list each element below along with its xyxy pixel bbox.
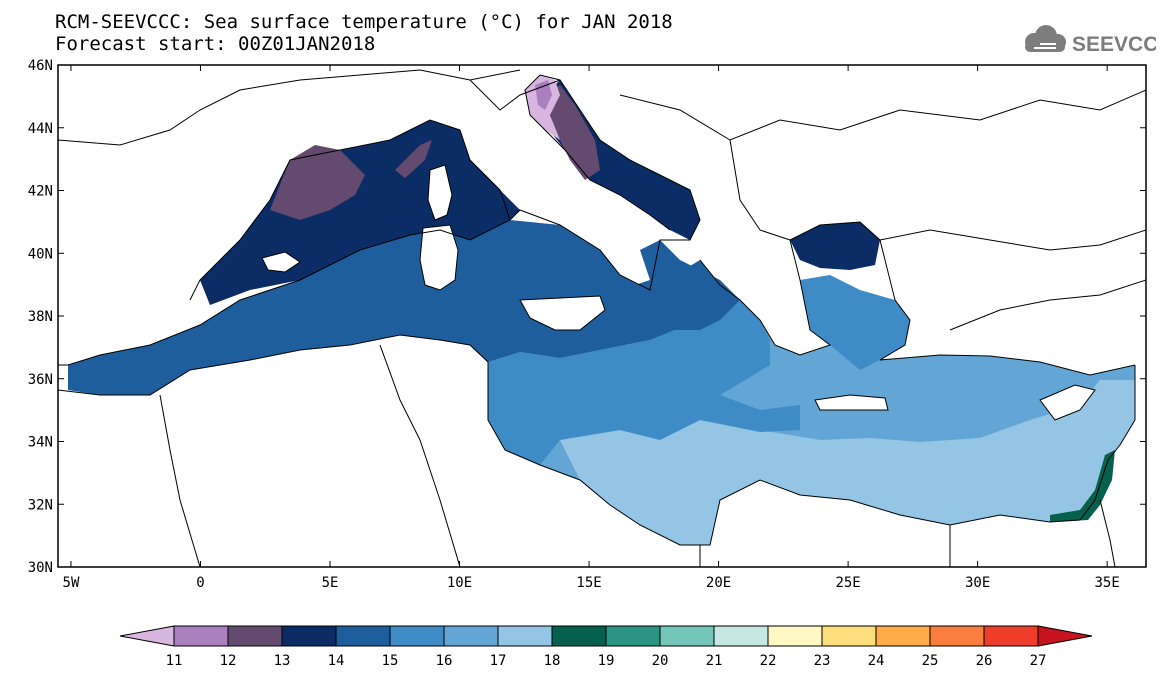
sst-region-north-adriatic bbox=[545, 85, 600, 180]
lat-tick-label: 32N bbox=[28, 497, 53, 513]
colorbar-box bbox=[929, 625, 985, 647]
colorbar-box bbox=[335, 625, 391, 647]
sst-region-ionian-north bbox=[600, 240, 740, 330]
colorbar-label: 22 bbox=[760, 653, 777, 669]
colorbar-box bbox=[983, 625, 1039, 647]
sst-region-aegean bbox=[800, 275, 910, 370]
lat-tick-label: 40N bbox=[28, 246, 53, 262]
colorbar-triangle-low bbox=[119, 625, 175, 647]
forecast-start-label: Forecast start: 00Z01JAN2018 bbox=[55, 33, 376, 55]
lat-tick-label: 42N bbox=[28, 184, 53, 200]
colorbar-label: 13 bbox=[274, 653, 291, 669]
colorbar-label: 16 bbox=[436, 653, 453, 669]
sst-region-north-aegean bbox=[790, 222, 880, 270]
colorbar-box bbox=[875, 625, 931, 647]
colorbar-box bbox=[551, 625, 607, 647]
lon-tick-label: 15E bbox=[576, 575, 601, 591]
colorbar-box bbox=[389, 625, 445, 647]
sst-region-gulf-of-lion bbox=[270, 145, 365, 220]
colorbar-box bbox=[605, 625, 661, 647]
lat-tick-label: 46N bbox=[28, 58, 53, 74]
lat-tick-label: 38N bbox=[28, 309, 53, 325]
colorbar-label: 15 bbox=[382, 653, 399, 669]
lon-tick-label: 10E bbox=[447, 575, 472, 591]
lon-tick-label: 20E bbox=[706, 575, 731, 591]
colorbar-label: 27 bbox=[1030, 653, 1047, 669]
seevccc-logo: SEEVCCC bbox=[1025, 25, 1156, 56]
map-title: RCM-SEEVCCC: Sea surface temperature (°C… bbox=[55, 11, 673, 33]
latitude-axis: 46N 44N 42N 40N 38N 36N 34N 32N 30N bbox=[28, 58, 1146, 576]
colorbar-label: 11 bbox=[166, 653, 183, 669]
lon-tick-label: 35E bbox=[1094, 575, 1119, 591]
island-balearics bbox=[261, 251, 301, 273]
colorbar-box bbox=[659, 625, 715, 647]
colorbar-label: 17 bbox=[490, 653, 507, 669]
island-crete bbox=[814, 394, 889, 411]
colorbar-box bbox=[821, 625, 877, 647]
colorbar-box bbox=[767, 625, 823, 647]
lat-tick-label: 30N bbox=[28, 560, 53, 576]
longitude-axis: 5W 0 5E 10E 15E 20E 25E 30E 35E bbox=[63, 65, 1120, 591]
lon-tick-label: 5W bbox=[63, 575, 80, 591]
lat-tick-label: 36N bbox=[28, 372, 53, 388]
colorbar-triangle-high bbox=[1037, 625, 1093, 647]
colorbar-box bbox=[227, 625, 283, 647]
island-sicily bbox=[519, 295, 606, 331]
colorbar-label: 18 bbox=[544, 653, 561, 669]
colorbar-label: 14 bbox=[328, 653, 345, 669]
colorbar-label: 20 bbox=[652, 653, 669, 669]
sst-region-libyan-coast bbox=[560, 380, 1135, 545]
island-corsica bbox=[427, 164, 453, 221]
lat-tick-label: 44N bbox=[28, 121, 53, 137]
lon-tick-label: 25E bbox=[835, 575, 860, 591]
colorbar-labels: 11 12 13 14 15 16 17 18 19 20 21 22 23 24 25 26 27 bbox=[166, 653, 1047, 669]
island-sardinia bbox=[419, 224, 459, 291]
sst-region-ionian bbox=[488, 300, 800, 465]
logo-text: SEEVCCC bbox=[1072, 33, 1156, 56]
lon-tick-label: 30E bbox=[965, 575, 990, 591]
sst-region-ligurian-purple bbox=[395, 140, 432, 178]
sst-region-western-med bbox=[68, 220, 720, 395]
colorbar-label: 25 bbox=[922, 653, 939, 669]
colorbar-label: 23 bbox=[814, 653, 831, 669]
colorbar-label: 12 bbox=[220, 653, 237, 669]
colorbar-label: 26 bbox=[976, 653, 993, 669]
colorbar-label: 19 bbox=[598, 653, 615, 669]
colorbar-label: 21 bbox=[706, 653, 723, 669]
cloud-logo-icon bbox=[1025, 25, 1066, 52]
coastlines bbox=[57, 69, 1147, 568]
colorbar-label: 24 bbox=[868, 653, 885, 669]
colorbar-box bbox=[497, 625, 553, 647]
island-cyprus bbox=[1039, 384, 1096, 421]
sst-region-israel-coast bbox=[1050, 450, 1115, 522]
colorbar-boxes bbox=[119, 625, 1093, 647]
lat-tick-label: 34N bbox=[28, 435, 53, 451]
colorbar-box bbox=[713, 625, 769, 647]
lon-tick-label: 0 bbox=[196, 575, 204, 591]
colorbar-box bbox=[173, 625, 229, 647]
lon-tick-label: 5E bbox=[322, 575, 339, 591]
colorbar-box bbox=[281, 625, 337, 647]
colorbar-box bbox=[443, 625, 499, 647]
